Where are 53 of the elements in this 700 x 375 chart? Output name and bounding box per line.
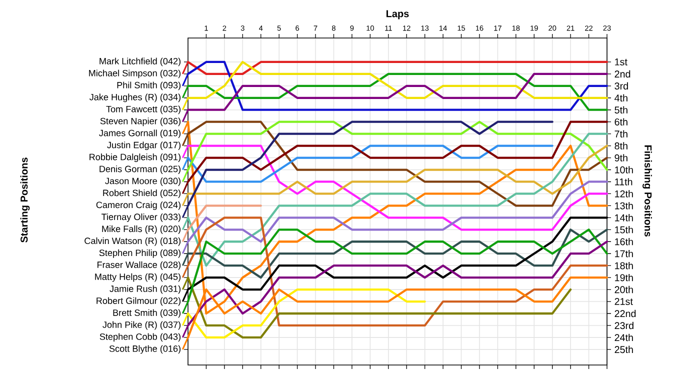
y-tick-label: 3rd [614, 82, 628, 90]
y-tick-label: 13th [615, 202, 633, 210]
legend-label: Robert Gilmour (022) [96, 297, 180, 306]
y-tick-label: 24th [614, 334, 633, 342]
y-tick-label: 17th [615, 250, 633, 258]
y-tick-label: 22nd [614, 310, 636, 318]
y-tick-label: 8th [614, 142, 628, 150]
y-tick-label: 23rd [614, 322, 634, 330]
legend-label: James Gornall (019) [99, 130, 180, 138]
y-tick-label: 16th [615, 238, 633, 246]
legend-label: Phil Smith (093) [117, 82, 180, 90]
legend-label: Denis Gorman (025) [100, 166, 180, 174]
text: Starting Positions [20, 158, 30, 242]
legend-label: Stephen Philip (089) [99, 249, 180, 258]
y-tick-label: 15th [615, 226, 633, 234]
legend-label: Jake Hughes (R) (034) [90, 94, 180, 102]
legend-label: Michael Simpson (032) [89, 70, 180, 78]
y-tick-label: 4th [614, 94, 628, 102]
legend-label: Jason Moore (030) [105, 178, 180, 186]
x-axis-title: Laps [386, 10, 409, 20]
legend-label: Mike Falls (R) (020) [102, 225, 180, 234]
y-tick-label: 9th [614, 154, 628, 162]
y-tick-label: 21st [614, 298, 633, 306]
legend-label: Cameron Craig (024) [96, 201, 180, 210]
y-tick-label: 25th [614, 346, 633, 354]
legend-label: Brett Smith (039) [113, 309, 181, 318]
y-tick-label: 12th [615, 190, 633, 198]
y-tick-label: 18th [615, 262, 633, 270]
y-tick-label: 7th [614, 130, 628, 138]
legend-label: Matty Helps (R) (045) [95, 273, 180, 282]
y-tick-label: 2nd [614, 70, 630, 78]
y-axis-title: Finishing Positions [642, 145, 652, 237]
legend-label: Robert Shield (052) [103, 189, 180, 198]
y-tick-label: 10th [615, 166, 633, 174]
y-tick-label: 5th [614, 106, 628, 114]
legend-label: John Pike (R) (037) [102, 321, 180, 330]
y-tick-label: 11th [615, 178, 632, 186]
legend-label: Fraser Wallace (028) [98, 261, 180, 270]
legend-label: Jamie Rush (031) [110, 285, 180, 294]
legend-label: Tom Fawcett (035) [106, 106, 181, 114]
y-tick-label: 20th [614, 286, 633, 294]
legend-label: Justin Edgar (017) [107, 142, 180, 150]
y-tick-label: 19th [615, 274, 633, 282]
legend-label: Tiernay Oliver (033) [102, 213, 180, 222]
y-tick-label: 6th [614, 118, 628, 126]
y-tick-label: 14th [615, 214, 633, 222]
legend-label: Robbie Dalgleish (091) [90, 154, 180, 162]
legend-label: Mark Litchfield (042) [100, 58, 180, 66]
legend-label: Calvin Watson (R) (018) [84, 237, 180, 246]
text: Scott Blythe (016) [109, 345, 181, 354]
legend-label: Steven Napier (036) [100, 118, 180, 126]
legend-label: Stephen Cobb (043) [100, 333, 180, 342]
y-tick-label: 1st [615, 58, 628, 66]
